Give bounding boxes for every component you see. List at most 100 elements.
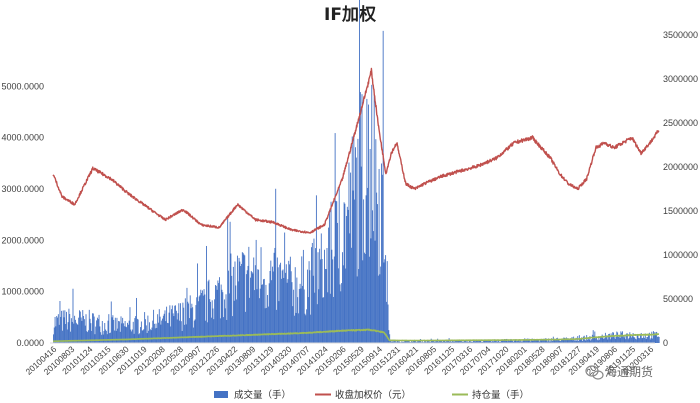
volume-bar xyxy=(199,295,201,343)
volume-bar xyxy=(338,185,340,343)
legend-label: 持仓量（手） xyxy=(472,389,529,401)
volume-bar xyxy=(523,340,525,343)
volume-bar xyxy=(371,84,373,344)
volume-bar xyxy=(628,337,630,343)
volume-bar xyxy=(228,293,230,343)
volume-bar xyxy=(300,288,302,343)
volume-bar xyxy=(360,166,362,343)
volume-bar xyxy=(340,291,342,343)
volume-bar xyxy=(552,340,553,343)
volume-bar xyxy=(566,339,568,343)
volume-bar xyxy=(119,331,121,343)
volume-bar xyxy=(313,238,315,343)
volume-bar xyxy=(593,335,595,343)
volume-bar xyxy=(499,341,501,343)
volume-bar xyxy=(517,340,519,343)
volume-bar xyxy=(613,332,614,343)
volume-bar xyxy=(350,172,352,343)
volume-bar xyxy=(136,297,137,343)
volume-bar xyxy=(175,305,177,343)
volume-bar xyxy=(245,274,247,343)
volume-bar xyxy=(393,340,395,343)
volume-bar xyxy=(171,309,172,343)
volume-bar xyxy=(167,323,169,343)
left-tick-label: 2000.0000 xyxy=(1,235,44,245)
volume-bar xyxy=(232,266,234,343)
volume-bar xyxy=(233,300,235,343)
volume-bar xyxy=(53,334,54,343)
volume-bar xyxy=(218,283,220,343)
volume-bar xyxy=(556,337,558,343)
volume-bar xyxy=(297,297,299,343)
volume-bar xyxy=(575,337,577,343)
open-interest-series-line xyxy=(52,328,660,343)
volume-bar xyxy=(505,339,507,343)
volume-bar xyxy=(54,316,56,343)
volume-bar xyxy=(560,341,562,343)
volume-bar xyxy=(123,323,124,343)
volume-bar xyxy=(84,325,86,343)
volume-bar xyxy=(516,341,518,343)
volume-bar xyxy=(367,187,369,343)
volume-bar xyxy=(254,290,255,343)
volume-bar xyxy=(81,320,83,343)
volume-bar xyxy=(330,201,332,343)
volume-bar xyxy=(389,334,391,343)
volume-bar xyxy=(122,317,124,343)
volume-bar xyxy=(261,284,263,343)
volume-bar xyxy=(179,303,181,343)
volume-bar xyxy=(325,269,327,343)
volume-bar xyxy=(287,279,289,343)
volume-bar xyxy=(153,323,155,343)
volume-bar xyxy=(639,334,641,343)
volume-bar xyxy=(318,289,320,343)
volume-bar xyxy=(158,309,160,343)
volume-bar xyxy=(562,338,564,343)
volume-bar xyxy=(514,339,516,343)
volume-bar xyxy=(142,330,144,343)
volume-bar xyxy=(331,249,333,343)
volume-bar xyxy=(258,269,260,343)
volume-bar xyxy=(652,338,654,343)
volume-bar xyxy=(280,278,282,343)
volume-bar xyxy=(60,316,62,343)
volume-bar xyxy=(431,340,433,343)
volume-bar xyxy=(417,341,419,343)
volume-bar xyxy=(388,330,390,343)
volume-bar xyxy=(223,299,225,343)
volume-bar xyxy=(345,268,347,343)
volume-bar xyxy=(631,337,632,343)
volume-bar xyxy=(160,324,162,343)
volume-bar xyxy=(557,339,559,343)
volume-bar xyxy=(212,308,214,343)
volume-bar xyxy=(591,339,593,343)
volume-bar xyxy=(396,340,398,343)
volume-bar xyxy=(618,334,620,343)
volume-bar xyxy=(293,289,295,343)
volume-bar xyxy=(237,281,239,343)
volume-bar xyxy=(449,341,451,343)
volume-bar xyxy=(579,339,581,343)
volume-bar xyxy=(375,139,377,343)
volume-bar xyxy=(189,295,191,343)
volume-bar xyxy=(411,340,413,343)
volume-bar xyxy=(637,333,639,343)
volume-bar xyxy=(309,270,311,343)
volume-bar xyxy=(455,340,457,343)
volume-bar xyxy=(192,307,194,343)
volume-bar xyxy=(265,284,267,343)
volume-bar xyxy=(578,340,579,343)
volume-bar xyxy=(634,337,636,343)
volume-bar xyxy=(276,309,277,343)
volume-bar xyxy=(355,157,357,343)
left-tick-label: 5000.0000 xyxy=(1,81,44,91)
volume-bar xyxy=(569,338,571,343)
volume-bar xyxy=(77,324,79,343)
volume-bar xyxy=(152,320,154,343)
volume-bar xyxy=(609,333,610,343)
volume-bar xyxy=(366,98,368,344)
volume-bar xyxy=(213,319,215,343)
volume-bar xyxy=(214,299,216,343)
volume-bar xyxy=(198,296,200,343)
